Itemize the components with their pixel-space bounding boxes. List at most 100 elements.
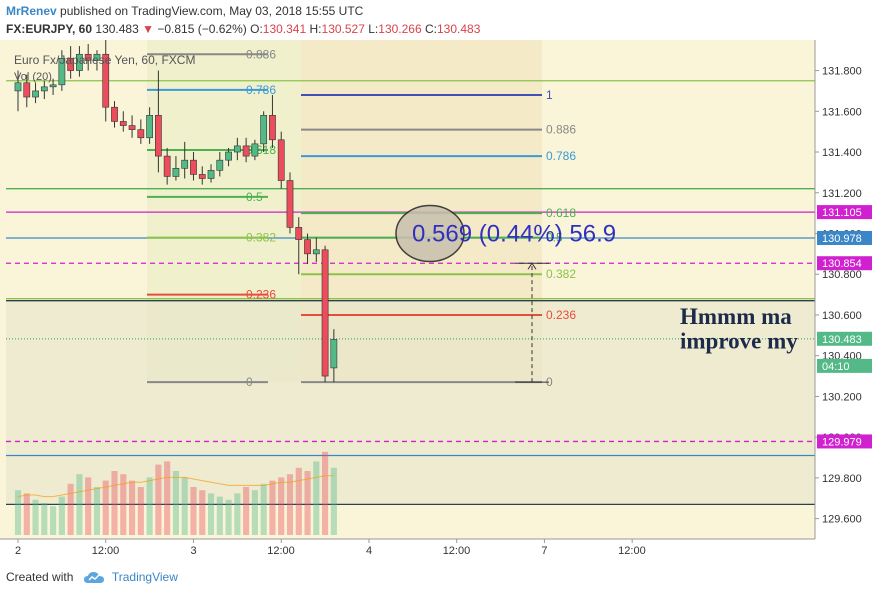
candle[interactable] [58, 58, 66, 86]
fib-right-level-label: 1 [546, 88, 553, 102]
volume-bar [128, 480, 136, 535]
candle[interactable] [216, 159, 224, 171]
candle[interactable] [40, 86, 48, 92]
high-value: 130.527 [321, 22, 365, 36]
price-tag [817, 230, 872, 245]
candle[interactable] [207, 170, 215, 179]
fib-right-level-label: 0.786 [546, 149, 576, 163]
candle[interactable] [111, 106, 118, 122]
x-axis-background [0, 539, 815, 565]
candle[interactable] [260, 115, 268, 145]
y-tick-label: 131.600 [822, 106, 862, 118]
candle[interactable] [67, 58, 75, 71]
candle[interactable] [251, 143, 259, 157]
candle[interactable] [225, 151, 232, 161]
legend-volume: Vol (20) [14, 71, 52, 83]
volume-bar [93, 487, 101, 535]
candle[interactable] [295, 227, 303, 240]
volume-bar [313, 461, 320, 535]
candle[interactable] [23, 82, 31, 98]
candle[interactable] [93, 53, 101, 61]
candle[interactable] [137, 129, 145, 139]
volume-bar [269, 480, 276, 535]
candle[interactable] [146, 115, 153, 139]
candle[interactable] [312, 249, 320, 255]
price-tag-label: 129.979 [822, 436, 862, 448]
price-tag [817, 358, 872, 373]
low-value: 130.266 [378, 22, 422, 36]
ohlc-bar: FX:EURJPY, 60 130.483 ▼ −0.815 (−0.62%) … [6, 22, 480, 36]
price-tag [817, 256, 872, 271]
volume-bar [32, 499, 39, 535]
price-tag [817, 205, 872, 220]
tradingview-link[interactable]: TradingView [111, 570, 178, 584]
close-label: C: [425, 22, 437, 36]
candle[interactable] [119, 121, 127, 126]
candle[interactable] [76, 53, 83, 71]
price-tag-label: 130.978 [822, 233, 862, 245]
volume-bar [155, 464, 162, 535]
candle[interactable] [242, 145, 250, 157]
candle[interactable] [155, 115, 162, 157]
candle[interactable] [198, 174, 206, 179]
volume-bar [295, 467, 302, 535]
candle[interactable] [269, 115, 276, 141]
candle[interactable] [128, 125, 136, 130]
measure-readout: 0.569 (0.44%) 56.9 [412, 220, 616, 247]
candle[interactable] [32, 90, 39, 98]
candle[interactable] [102, 53, 110, 108]
volume-bar [137, 487, 144, 535]
volume-bar [251, 490, 258, 535]
candle[interactable] [190, 159, 197, 175]
fib-right-level-label: 0.618 [546, 206, 576, 220]
candle[interactable] [172, 168, 180, 177]
candle[interactable] [277, 139, 285, 181]
volume-bar [216, 496, 223, 535]
candle[interactable] [286, 180, 294, 228]
author-link[interactable]: MrRenev [6, 4, 57, 18]
volume-bar [243, 487, 250, 535]
price-tag-label: 130.854 [822, 258, 862, 270]
x-tick-label: 7 [541, 545, 547, 557]
volume-bar [14, 490, 22, 535]
fib-right-level-label: 0 [546, 375, 553, 389]
y-axis-background [815, 40, 874, 565]
x-tick-label: 12:00 [443, 545, 471, 557]
fib-left-level-label: 0.786 [246, 83, 276, 97]
price-tag-label: 04:10 [822, 361, 850, 373]
annotation-line-2: improve my [680, 328, 798, 353]
volume-bar [146, 477, 153, 535]
volume-bar [85, 477, 92, 535]
price-tag-label: 131.105 [822, 207, 862, 219]
volume-bar [278, 477, 285, 535]
volume-bar [58, 496, 65, 535]
volume-bar [234, 493, 241, 535]
volume-bar [260, 483, 267, 535]
y-tick-label: 131.800 [822, 66, 862, 78]
candle[interactable] [14, 82, 22, 92]
x-tick-label: 3 [190, 545, 196, 557]
candle[interactable] [84, 53, 92, 61]
y-tick-label: 129.600 [822, 514, 862, 526]
candle[interactable] [163, 155, 171, 177]
candle[interactable] [304, 239, 311, 255]
high-label: H: [309, 22, 322, 36]
measure-arrow-icon [527, 262, 537, 270]
candle[interactable] [330, 339, 338, 369]
candle[interactable] [49, 84, 57, 88]
x-tick-label: 4 [366, 545, 372, 557]
price-chart[interactable]: 0.886 0.786 0.618 0.5 0.382 0.236 0 1 0.886 0.786… [0, 40, 874, 565]
y-tick-label: 130.200 [822, 391, 862, 403]
candle[interactable] [181, 159, 189, 169]
volume-bar [304, 471, 311, 535]
volume-bar [322, 451, 329, 535]
fib-left-level-label: 0 [246, 375, 253, 389]
candle[interactable] [233, 145, 241, 153]
volume-bar [330, 467, 337, 535]
fib-left-level-label: 0.886 [246, 47, 276, 61]
symbol-label: FX:EURJPY, 60 [6, 22, 93, 36]
candle[interactable] [321, 249, 329, 377]
volume-bar [172, 471, 179, 535]
price-tag-label: 130.483 [822, 334, 862, 346]
volume-bar [50, 506, 57, 535]
